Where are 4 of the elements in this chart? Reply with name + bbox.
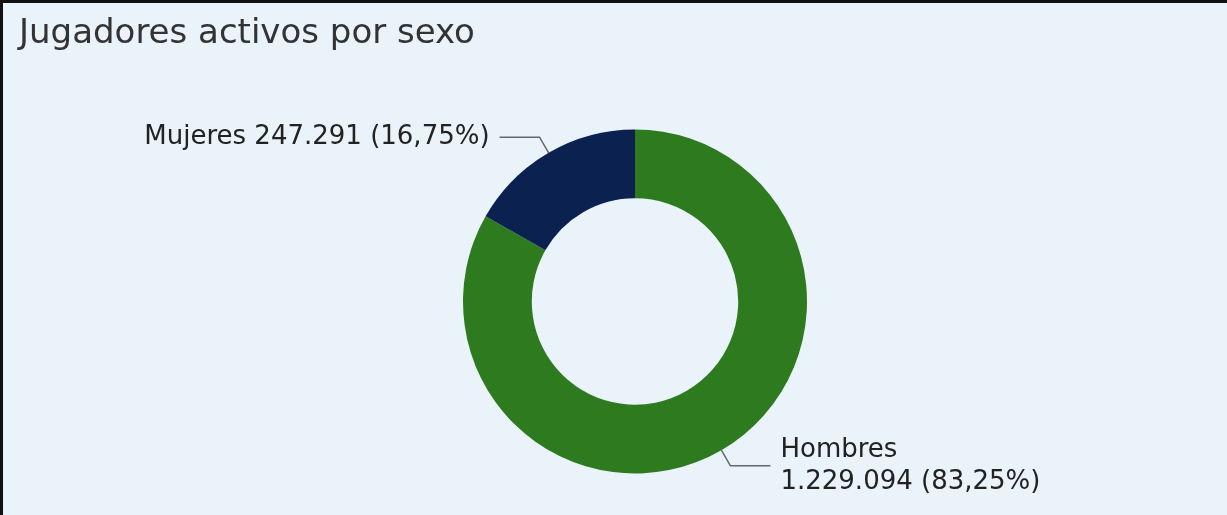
chart-title: Jugadores activos por sexo [19, 11, 475, 51]
slice-label: Mujeres 247.291 (16,75%) [144, 119, 490, 150]
data-label: 1.229.094 (83,25%) [780, 464, 1041, 495]
slice-label: Hombres [780, 432, 898, 463]
